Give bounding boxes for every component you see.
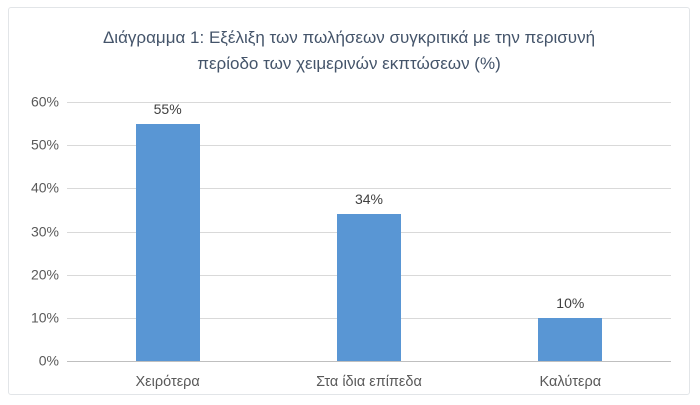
gridline [67, 145, 671, 147]
gridline [67, 188, 671, 190]
bar-value-label: 10% [556, 294, 585, 311]
chart-title: Διάγραμμα 1: Εξέλιξη των πωλήσεων συγκρι… [102, 28, 596, 73]
y-tick-label: 50% [30, 136, 59, 153]
y-tick-label: 10% [30, 309, 59, 326]
bar [336, 214, 401, 361]
y-tick-label: 40% [30, 180, 59, 197]
bar-slot: 34% [268, 102, 469, 361]
y-tick-label: 60% [30, 93, 59, 110]
bar [538, 317, 603, 361]
x-axis-line [67, 361, 671, 362]
x-tick-label: Χειρότερα [135, 374, 200, 390]
y-axis: 0% 10% 20% 30% 40% 50% 60% [19, 94, 59, 369]
bar-value-label: 55% [153, 100, 182, 117]
x-axis: Χειρότερα Στα ίδια επίπεδα Καλύτερα [67, 374, 671, 390]
bar-slot: 55% [67, 100, 268, 361]
y-tick-label: 30% [30, 223, 59, 240]
y-tick-label: 20% [30, 266, 59, 283]
bar-slot: 10% [470, 102, 671, 361]
chart-card: Διάγραμμα 1: Εξέλιξη των πωλήσεων συγκρι… [8, 7, 690, 395]
x-tick-label: Καλύτερα [539, 374, 602, 390]
gridline [67, 102, 671, 103]
bar-value-label: 34% [354, 191, 383, 208]
bar [135, 123, 200, 361]
y-tick-label: 0% [38, 352, 59, 369]
x-tick-label: Στα ίδια επίπεδα [316, 374, 422, 390]
bar-series: 55% 34% 10% [67, 100, 671, 361]
plot-area: 55% 34% 10% [67, 100, 671, 362]
